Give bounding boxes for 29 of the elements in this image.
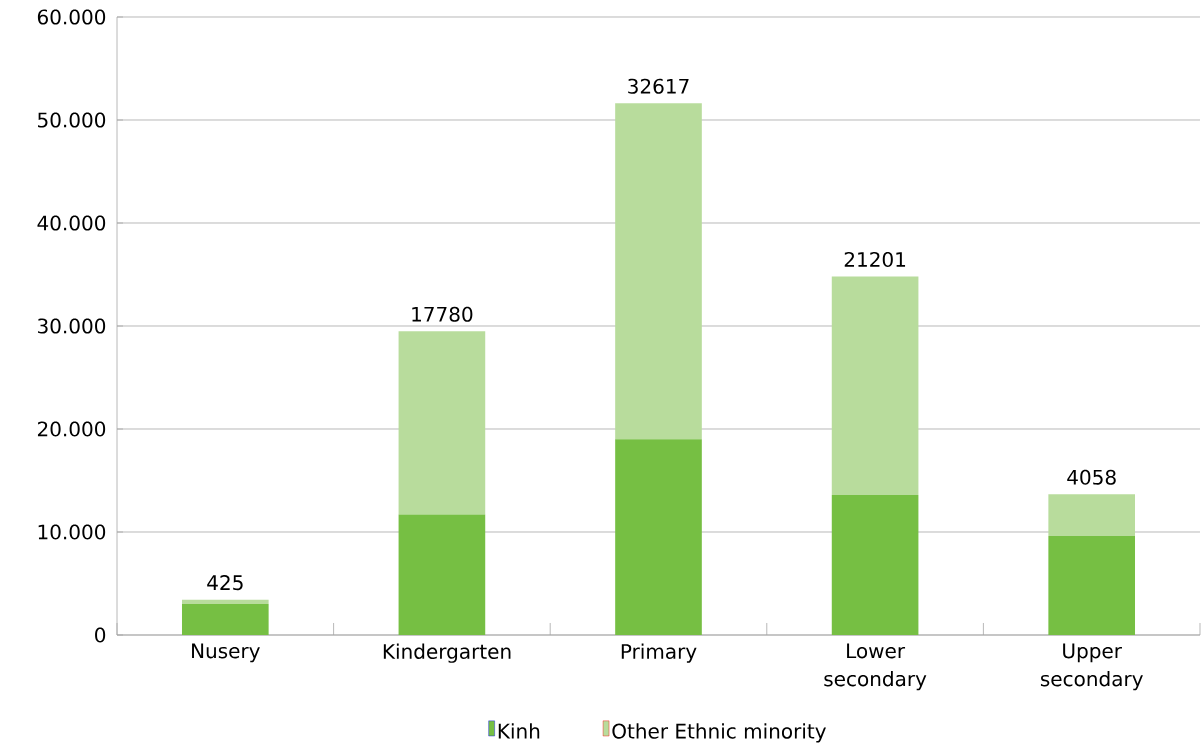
bar [1048,536,1136,635]
y-tick-label: 60.000 [37,9,106,25]
bar [398,514,486,635]
data-label: 32617 [628,78,689,94]
bar [615,439,702,635]
y-tick-label: 10.000 [38,524,106,540]
bar [615,103,702,440]
x-tick-label: Nusery [192,643,260,663]
x-tick-label: Upper secondary [1040,643,1143,691]
bar [181,599,269,605]
y-tick-label: 30.000 [38,318,106,334]
x-tick-label: Primary [621,643,697,663]
data-label: 425 [207,575,243,591]
y-tick-label: 40.000 [37,215,106,231]
data-label: 17780 [412,306,473,322]
bar [831,276,919,495]
x-tick-label: Lower secondary [824,643,927,691]
bar [398,331,486,515]
bar [1048,494,1136,537]
y-tick-label: 50.000 [38,112,106,128]
bar [181,604,269,635]
data-label: 21201 [844,251,906,268]
legend-label: Kinh [498,723,540,739]
legend-label: Other Ethnic minority [612,723,826,743]
data-label: 4058 [1067,469,1116,485]
y-tick-label: 0 [95,627,106,643]
bar [831,494,919,635]
y-tick-label: 20.000 [37,421,106,437]
x-tick-label: Kindergarten [383,643,511,663]
